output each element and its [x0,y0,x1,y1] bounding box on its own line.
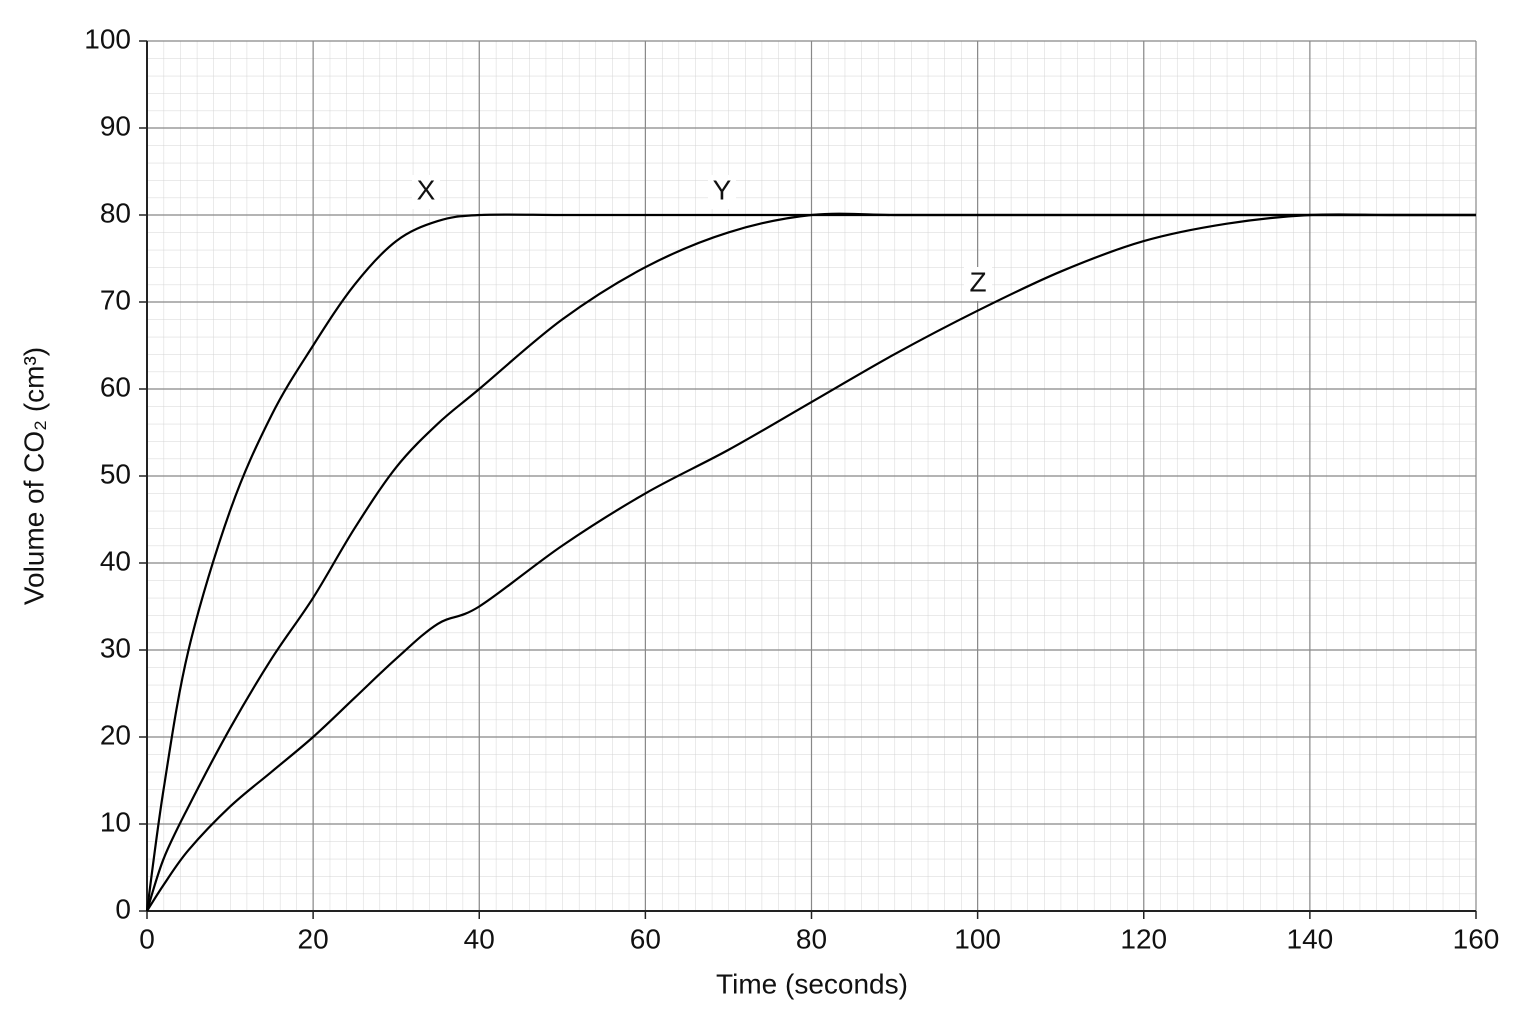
x-tick-label: 80 [796,923,827,954]
y-tick-label: 40 [100,545,131,576]
y-tick-label: 10 [100,806,131,837]
series-label: X [417,174,436,205]
y-tick-label: 30 [100,632,131,663]
x-tick-label: 100 [954,923,1001,954]
y-axis-label: Volume of CO₂ (cm³) [18,347,49,605]
x-tick-label: 20 [298,923,329,954]
y-tick-label: 50 [100,458,131,489]
series-label: Y [713,174,732,205]
x-axis-label: Time (seconds) [716,968,908,999]
label-bg [964,267,992,301]
y-tick-label: 70 [100,284,131,315]
series-line [146,213,1476,912]
y-tick-label: 20 [100,719,131,750]
y-tick-label: 80 [100,197,131,228]
series-label: Z [969,266,986,297]
label-bg [412,175,440,209]
x-tick-label: 0 [139,923,155,954]
x-tick-label: 140 [1287,923,1334,954]
y-tick-label: 60 [100,371,131,402]
y-tick-label: 100 [84,23,131,54]
x-tick-label: 120 [1120,923,1167,954]
y-tick-label: 0 [115,893,131,924]
x-tick-label: 40 [464,923,495,954]
x-tick-label: 60 [630,923,661,954]
y-tick-label: 90 [100,110,131,141]
series-line [145,212,1476,912]
x-tick-label: 160 [1453,923,1500,954]
label-bg [708,175,736,209]
